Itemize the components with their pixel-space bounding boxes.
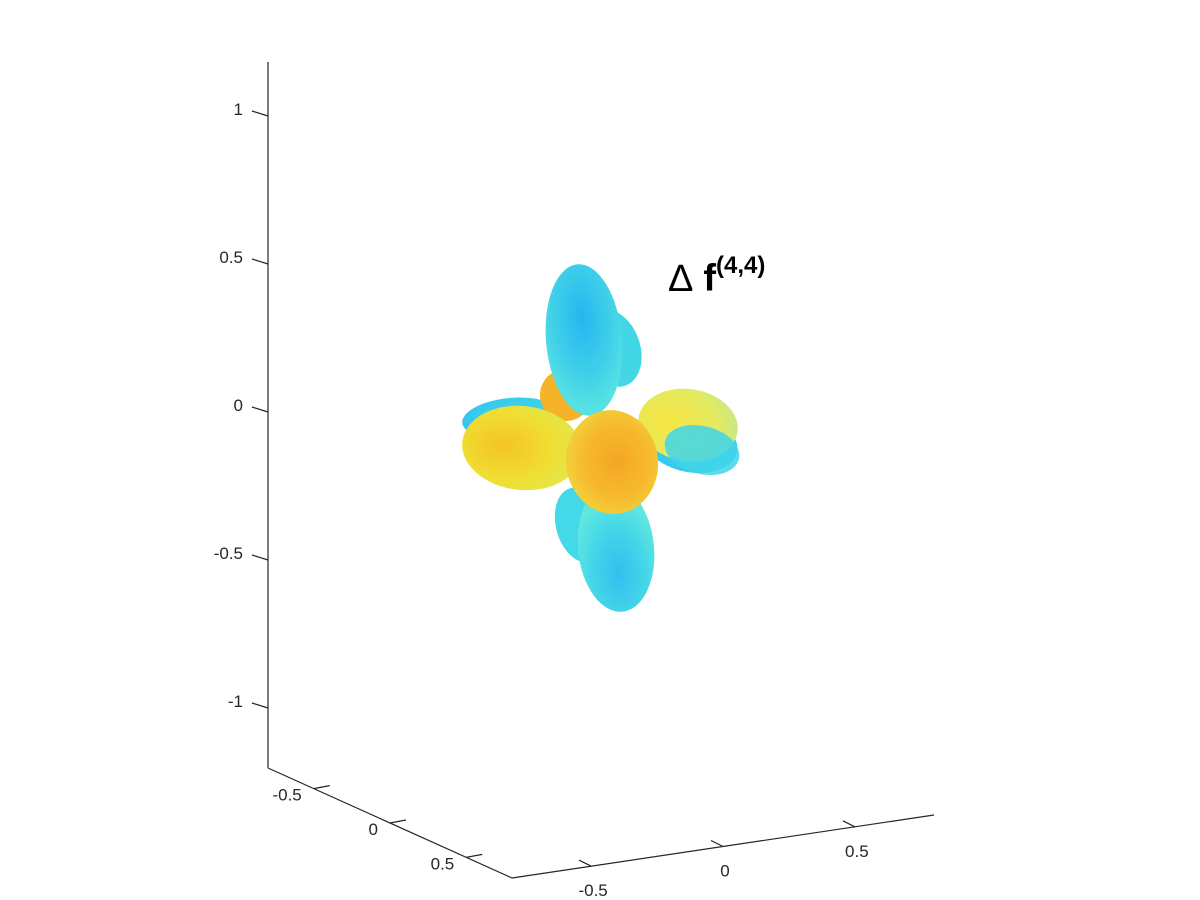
x-tick-mark bbox=[578, 859, 592, 867]
x-tick-label: 0 bbox=[720, 862, 729, 881]
harmonic-surface bbox=[462, 264, 740, 612]
lobe-front-orange bbox=[565, 410, 659, 514]
z-tick-label: -0.5 bbox=[214, 544, 243, 563]
z-tick-label: 0.5 bbox=[219, 248, 243, 267]
x-tick-label: -0.5 bbox=[578, 881, 607, 900]
z-tick-mark bbox=[251, 702, 269, 709]
lobe-top-cyan bbox=[545, 264, 623, 416]
z-tick-label: -1 bbox=[228, 692, 243, 711]
y-tick-mark bbox=[466, 853, 483, 858]
y-tick-mark bbox=[313, 785, 330, 790]
x-tick-mark bbox=[710, 839, 724, 848]
x-axis-ticks: -0.5 0 0.5 bbox=[578, 820, 869, 900]
y-tick-label: 0 bbox=[369, 820, 378, 839]
z-tick-mark bbox=[251, 554, 269, 561]
lobe-left-yellow bbox=[462, 405, 582, 491]
y-tick-mark bbox=[389, 819, 407, 824]
z-tick-mark bbox=[251, 406, 269, 413]
annotation-base: f bbox=[703, 257, 717, 300]
z-tick-mark bbox=[251, 258, 269, 265]
y-axis-ticks: -0.5 0 0.5 bbox=[272, 785, 483, 873]
z-tick-label: 0 bbox=[234, 396, 243, 415]
y-tick-label: -0.5 bbox=[272, 786, 301, 805]
z-tick-label: 1 bbox=[234, 100, 243, 119]
x-tick-mark bbox=[842, 820, 856, 828]
lobe-bottom-cyan bbox=[577, 484, 655, 612]
annotation-symbol: Δ bbox=[668, 257, 694, 300]
x-tick-label: 0.5 bbox=[845, 842, 869, 861]
lobe-right-cyan-front bbox=[664, 424, 740, 476]
y-tick-label: 0.5 bbox=[431, 854, 455, 873]
annotation-superscript: (4,4) bbox=[716, 252, 766, 279]
z-tick-mark bbox=[251, 110, 269, 117]
z-axis-ticks: 1 0.5 0 -0.5 -1 bbox=[214, 100, 269, 711]
